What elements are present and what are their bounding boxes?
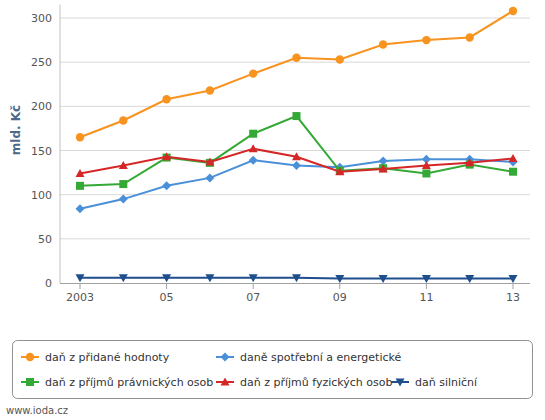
data-point — [76, 169, 85, 177]
series-line — [80, 149, 513, 174]
x-tick-label: 13 — [506, 291, 520, 304]
data-point — [249, 69, 257, 77]
data-point — [249, 144, 258, 152]
legend-label[interactable]: daň z přidané hodnoty — [45, 351, 170, 364]
data-point — [249, 156, 258, 165]
x-tick — [80, 283, 81, 289]
data-point — [509, 154, 518, 162]
legend-label[interactable]: daň silniční — [415, 376, 478, 389]
y-tick-label: 150 — [31, 145, 52, 158]
data-point — [335, 275, 344, 283]
x-tick — [513, 283, 514, 289]
data-point — [422, 36, 430, 44]
data-point — [119, 274, 128, 282]
data-point — [335, 167, 344, 175]
data-point — [293, 112, 301, 120]
x-tick-label: 2003 — [66, 291, 94, 304]
data-point — [422, 169, 430, 177]
x-tick-label: 11 — [419, 291, 433, 304]
x-tick — [253, 283, 254, 289]
legend-box — [13, 341, 533, 399]
grid-line — [60, 194, 530, 195]
series-line — [80, 116, 513, 186]
x-tick-label: 09 — [333, 291, 347, 304]
legend-marker — [26, 378, 34, 386]
series-line — [80, 159, 513, 208]
legend-marker — [221, 353, 230, 362]
legend-label[interactable]: daň z příjmů fyzických osob — [240, 376, 393, 389]
data-point — [205, 157, 214, 165]
data-point — [249, 130, 257, 138]
grid-line — [60, 150, 530, 151]
legend-marker — [396, 379, 405, 387]
data-point — [292, 161, 301, 170]
data-point — [336, 55, 344, 63]
data-point — [76, 274, 85, 282]
plot-area — [76, 7, 518, 283]
data-point — [76, 204, 85, 213]
data-point — [465, 158, 474, 166]
data-point — [465, 275, 474, 283]
data-point — [379, 165, 388, 173]
grid-line — [60, 106, 530, 107]
data-point — [509, 7, 517, 15]
data-point — [162, 274, 171, 282]
chart: 0 50 100 150 200 250 300 mld. Kč 2003 05 07 09 11 13 d… — [0, 0, 545, 420]
data-point — [292, 152, 301, 160]
data-point — [162, 181, 171, 190]
y-axis-line — [60, 5, 61, 283]
data-point — [292, 274, 301, 282]
x-tick-label: 07 — [246, 291, 260, 304]
series-line — [80, 11, 513, 137]
y-tick-label: 50 — [38, 233, 52, 246]
data-point — [76, 182, 84, 190]
x-tick — [166, 283, 167, 289]
y-axis-label: mld. Kč — [9, 105, 23, 155]
data-point — [162, 152, 171, 160]
data-point — [119, 180, 127, 188]
data-point — [379, 40, 387, 48]
data-point — [509, 168, 517, 176]
y-tick-label: 300 — [31, 12, 52, 25]
x-axis-line — [60, 283, 530, 284]
data-point — [162, 95, 170, 103]
y-tick-label: 100 — [31, 189, 52, 202]
x-tick — [339, 283, 340, 289]
grid-line — [60, 238, 530, 239]
y-tick-label: 250 — [31, 56, 52, 69]
grid-line — [60, 62, 530, 63]
data-point — [379, 275, 388, 283]
x-tick — [426, 283, 427, 289]
data-point — [119, 161, 128, 169]
legend: daň z přidané hodnoty daně spotřební a en… — [13, 341, 533, 399]
data-point — [205, 173, 214, 182]
y-tick-label: 0 — [45, 277, 52, 290]
legend-label[interactable]: daně spotřební a energetické — [240, 351, 401, 364]
data-point — [205, 274, 214, 282]
data-point — [509, 275, 518, 283]
data-point — [76, 133, 84, 141]
source: www.ioda.cz — [6, 405, 68, 416]
data-point — [422, 161, 431, 169]
data-point — [292, 54, 300, 62]
data-point — [422, 275, 431, 283]
legend-marker — [221, 378, 230, 386]
data-point — [119, 116, 127, 124]
y-tick-label: 200 — [31, 100, 52, 113]
data-point — [206, 86, 214, 94]
data-point — [466, 33, 474, 41]
legend-marker — [26, 353, 34, 361]
data-point — [249, 274, 258, 282]
grid-line — [60, 18, 530, 19]
x-tick-label: 05 — [160, 291, 174, 304]
data-point — [119, 195, 128, 204]
legend-label[interactable]: daň z příjmů právnických osob — [45, 376, 213, 389]
